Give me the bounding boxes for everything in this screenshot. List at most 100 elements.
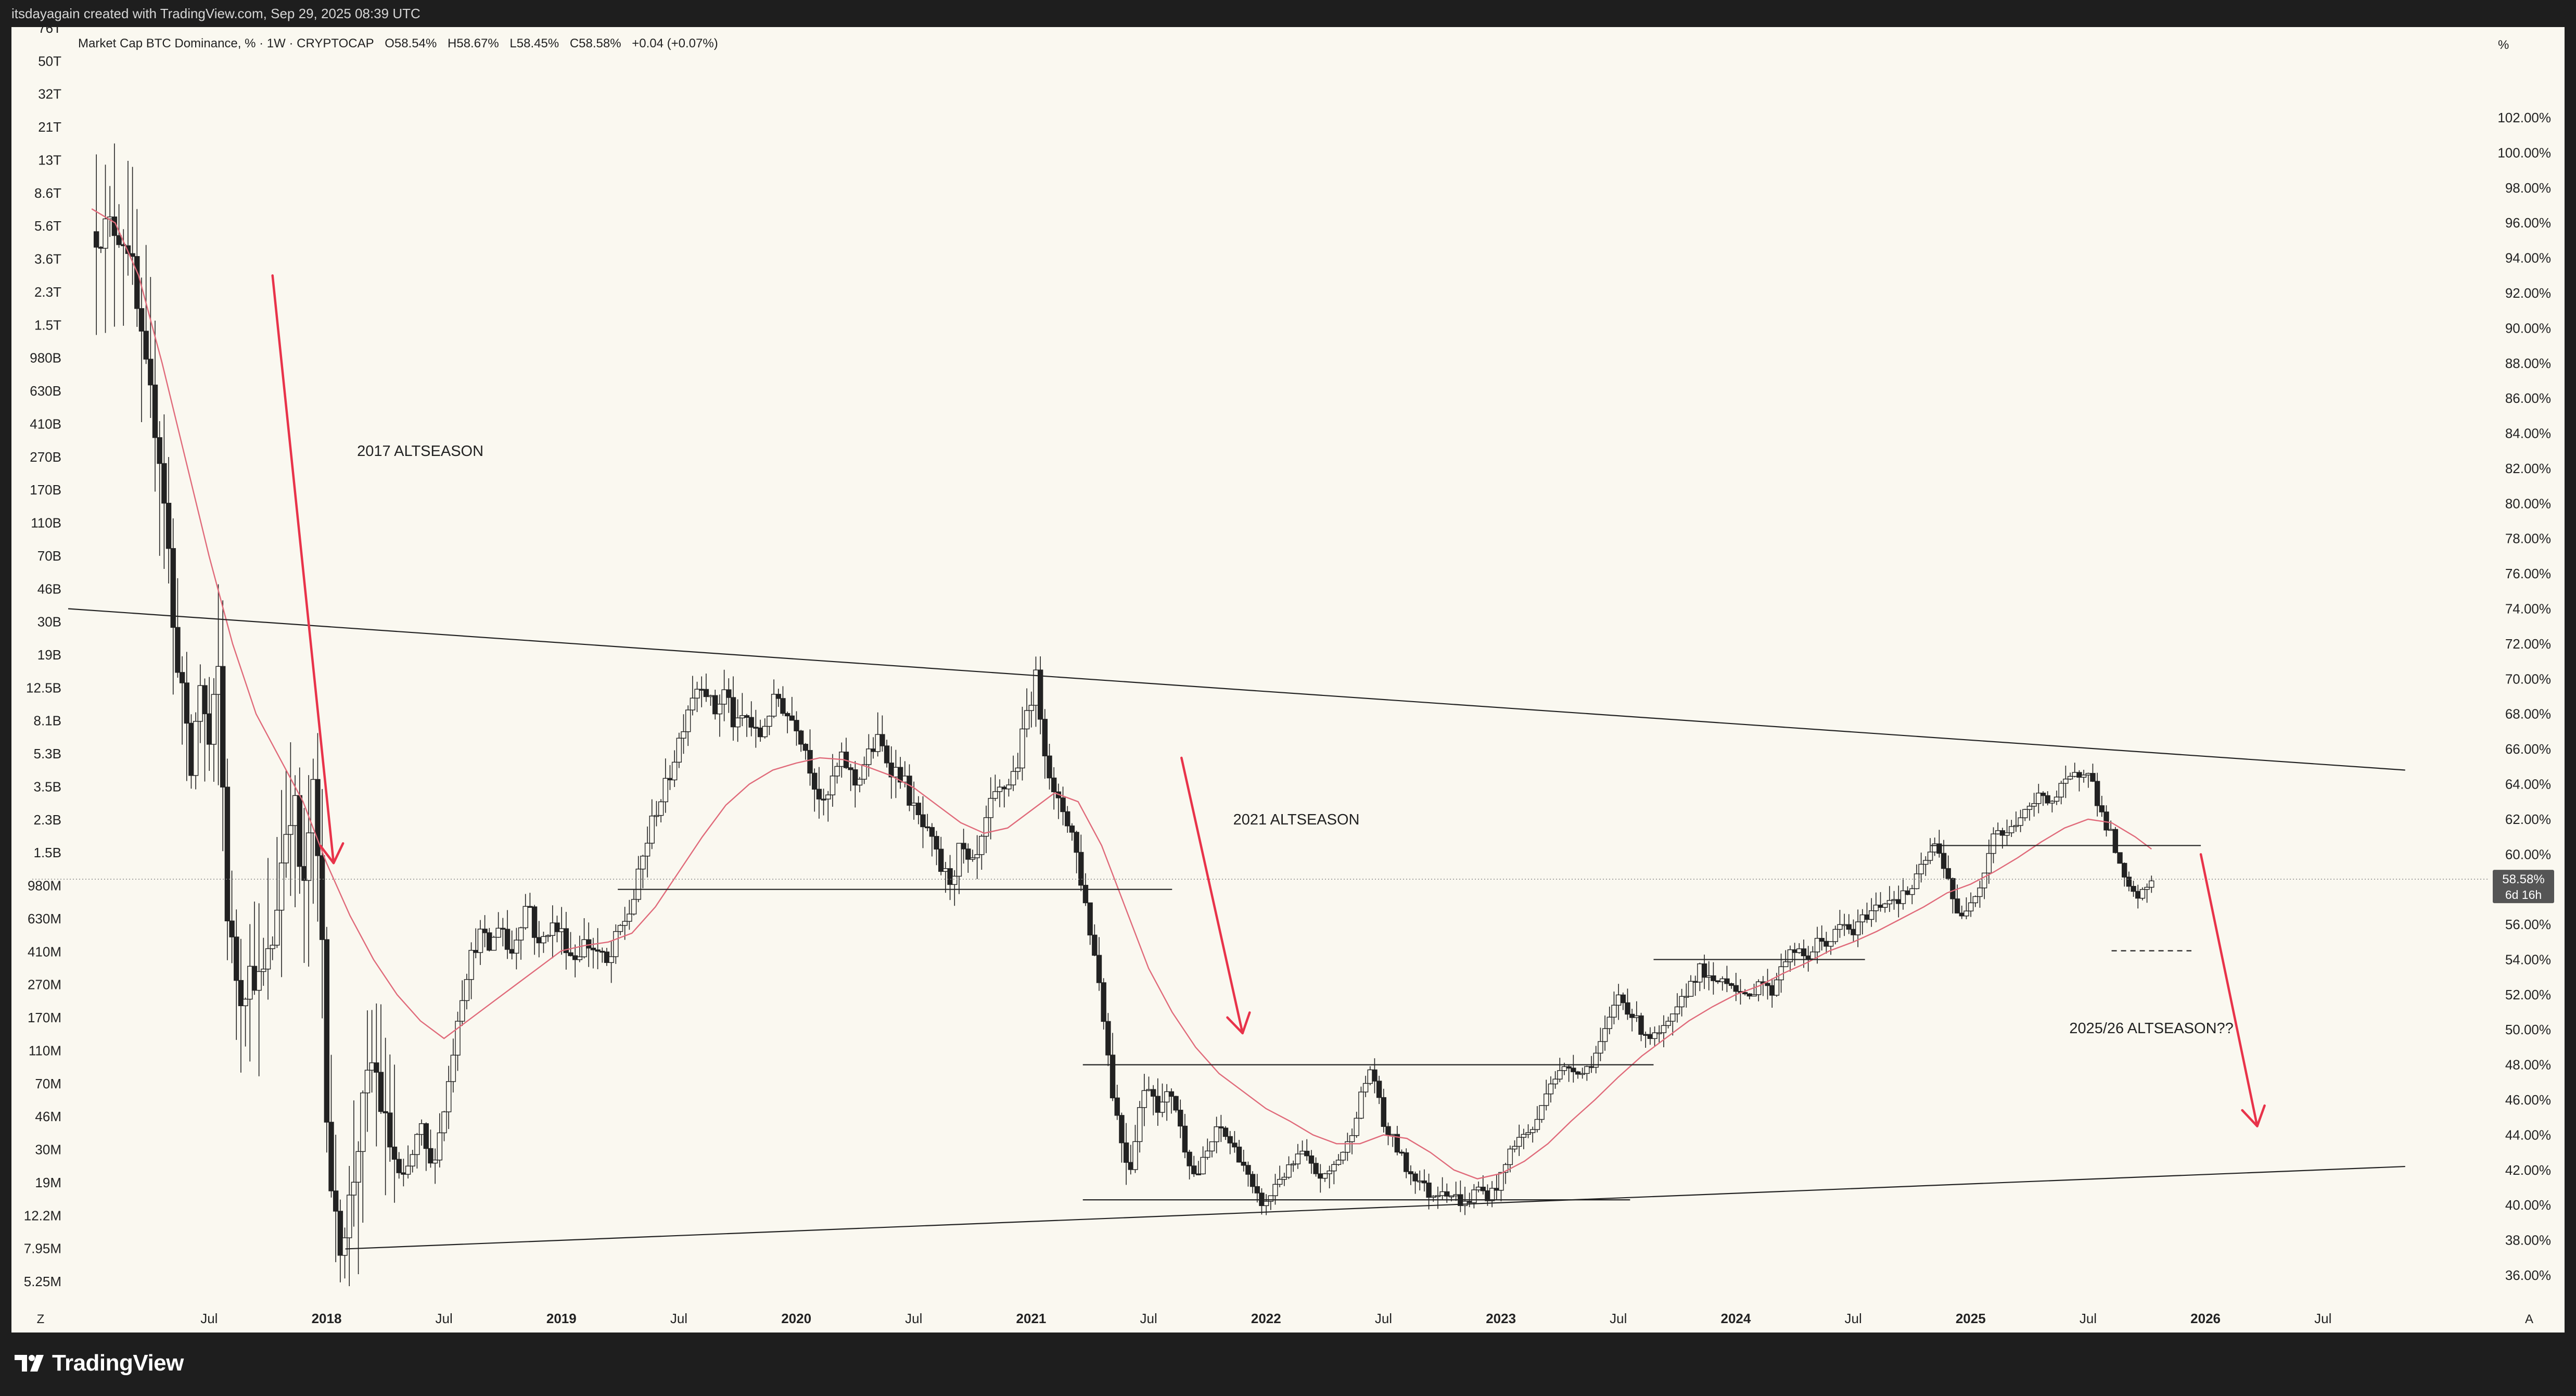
right-axis-tick: 100.00% (2497, 145, 2551, 160)
left-axis-tick: 980M (28, 878, 61, 894)
right-axis-tick: 46.00% (2505, 1092, 2551, 1108)
left-axis-tick: 46M (35, 1109, 61, 1124)
candle-body (2139, 889, 2146, 899)
brand-name: TradingView (52, 1350, 184, 1376)
candle-body (1412, 1173, 1418, 1182)
candle-body (1299, 1150, 1305, 1154)
candle-body (897, 767, 903, 783)
candle-body (1886, 900, 1893, 905)
chart-frame[interactable]: 102.00% 100.00% 98.00% 96.00% 94.00% 92.00% 90… (11, 27, 2565, 1332)
candle-body (251, 966, 258, 991)
price-chart[interactable]: 102.00% 100.00% 98.00% 96.00% 94.00% 92.00% 90… (11, 27, 2565, 1332)
tradingview-logo-icon (15, 1355, 44, 1372)
candle-body (735, 717, 741, 728)
candle-body (283, 834, 289, 864)
candle-body (2063, 778, 2069, 784)
candle-body (2072, 772, 2077, 777)
left-axis-tick: 7.95M (24, 1241, 61, 1257)
candle-body (1236, 1146, 1242, 1163)
candle-body (1606, 1017, 1612, 1029)
legend-low: L58.45% (509, 36, 559, 50)
price-tag-box (2493, 870, 2554, 904)
candle-body (197, 685, 203, 722)
chart-legend[interactable]: Market Cap BTC Dominance, % · 1W · CRYPT… (78, 36, 725, 51)
left-axis-tick: 170M (28, 1010, 61, 1025)
candle-body (374, 1062, 379, 1073)
candle-body (342, 1237, 348, 1256)
legend-symbol[interactable]: Market Cap BTC Dominance, % · 1W · CRYPT… (78, 36, 374, 50)
candle-body (554, 922, 560, 932)
candle-body (545, 935, 551, 937)
arrow-2025-shaft[interactable] (2199, 853, 2259, 1127)
candle-body (1164, 1091, 1170, 1102)
right-axis-tick: 80.00% (2505, 496, 2551, 511)
candle-body (956, 843, 962, 877)
candle-body (1082, 885, 1089, 904)
left-axis-tick: 32T (38, 86, 61, 102)
candle-body (418, 1123, 425, 1135)
price-tag-value: 58.58% (2502, 872, 2544, 886)
candle-body (622, 921, 628, 926)
arrow-2021-shaft[interactable] (1180, 756, 1244, 1035)
candle-body (730, 697, 736, 728)
candle-body (1697, 963, 1703, 983)
candle-body (229, 920, 235, 937)
candle-body (1692, 981, 1698, 983)
right-axis-tick: 96.00% (2505, 215, 2551, 231)
candle-body (1421, 1180, 1427, 1184)
candle-body (1304, 1150, 1310, 1157)
candle-body (1765, 983, 1770, 986)
candle-body (224, 786, 231, 921)
candle-body (902, 776, 908, 783)
candle-body (1051, 777, 1057, 792)
candle-body (1891, 899, 1897, 901)
candle-body (1950, 878, 1956, 899)
candle-body (305, 832, 312, 881)
candle-body (1249, 1174, 1256, 1187)
candle-body (1755, 981, 1762, 995)
candle-body (387, 1112, 393, 1148)
candle-body (1331, 1164, 1337, 1172)
left-axis-tick: 50T (38, 53, 61, 69)
left-axis-tick: 12.5B (26, 680, 61, 695)
candle-body (794, 720, 799, 731)
right-axis-tick: 38.00% (2505, 1233, 2551, 1248)
candle-body (1530, 1129, 1536, 1133)
candle-body (1684, 996, 1689, 998)
arrow-2017-shaft[interactable] (271, 274, 335, 865)
candle-body (1715, 980, 1721, 982)
price-tag-countdown: 6d 16h (2505, 888, 2542, 902)
tradingview-logo[interactable]: TradingView (14, 1350, 184, 1376)
right-axis-tick: 52.00% (2505, 987, 2551, 1002)
candle-body (1968, 902, 1974, 911)
trendline-lower-ascending[interactable] (345, 1165, 2405, 1250)
candle-body (694, 689, 700, 699)
candle-body (1972, 896, 1979, 904)
candle-body (997, 786, 1003, 792)
candle-body (970, 857, 976, 860)
candle-body (509, 949, 515, 954)
candle-body (1841, 924, 1847, 926)
candle-body (938, 848, 944, 872)
scale-toggle-left: Z (37, 1312, 45, 1326)
candle-body (775, 694, 781, 699)
x-axis-tick: 2025 (1956, 1311, 1986, 1326)
candle-body (907, 776, 912, 806)
candle-body (1182, 1125, 1188, 1153)
candle-body (1769, 985, 1775, 996)
candle-body (157, 437, 162, 464)
candle-body (337, 1211, 343, 1256)
candle-body (572, 955, 578, 960)
candle-body (1941, 853, 1947, 869)
candle-body (780, 698, 786, 714)
x-axis-tick: 2024 (1721, 1311, 1751, 1326)
candle-body (1593, 1052, 1599, 1068)
candle-body (1105, 1021, 1111, 1056)
candle-body (550, 922, 556, 936)
candle-body (834, 766, 840, 777)
trendline-upper-descending[interactable] (68, 608, 2405, 771)
left-axis-tick: 30B (37, 614, 61, 630)
left-axis-tick: 2.3T (34, 284, 61, 300)
candle-body (324, 939, 330, 1123)
candle-body (1846, 924, 1852, 930)
